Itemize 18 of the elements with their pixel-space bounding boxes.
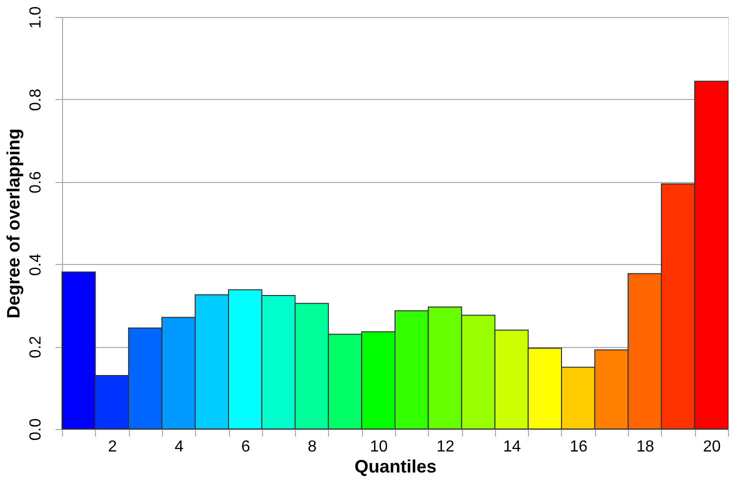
- y-tick-label: 0.8: [28, 88, 44, 112]
- x-tick-label: 12: [436, 438, 454, 456]
- x-tick-label: 18: [636, 438, 654, 456]
- y-tick-label: 0.6: [28, 171, 44, 194]
- y-tick-label: 0.0: [28, 418, 44, 441]
- y-axis-title: Degree of overlapping: [4, 128, 24, 319]
- x-tick-label: 4: [174, 438, 184, 456]
- y-tick-label: 0.4: [28, 253, 44, 276]
- x-axis-title: Quantiles: [354, 456, 437, 476]
- x-tick-label: 8: [308, 438, 317, 456]
- x-tick-label: 20: [702, 438, 721, 456]
- x-tick-label: 16: [570, 438, 588, 456]
- y-tick-label: 0.2: [28, 336, 44, 358]
- x-tick-label: 10: [370, 438, 388, 456]
- x-tick-label: 14: [503, 438, 522, 456]
- x-tick-label: 2: [108, 438, 117, 456]
- x-tick-label: 6: [241, 438, 250, 456]
- y-tick-label: 1.0: [28, 6, 44, 29]
